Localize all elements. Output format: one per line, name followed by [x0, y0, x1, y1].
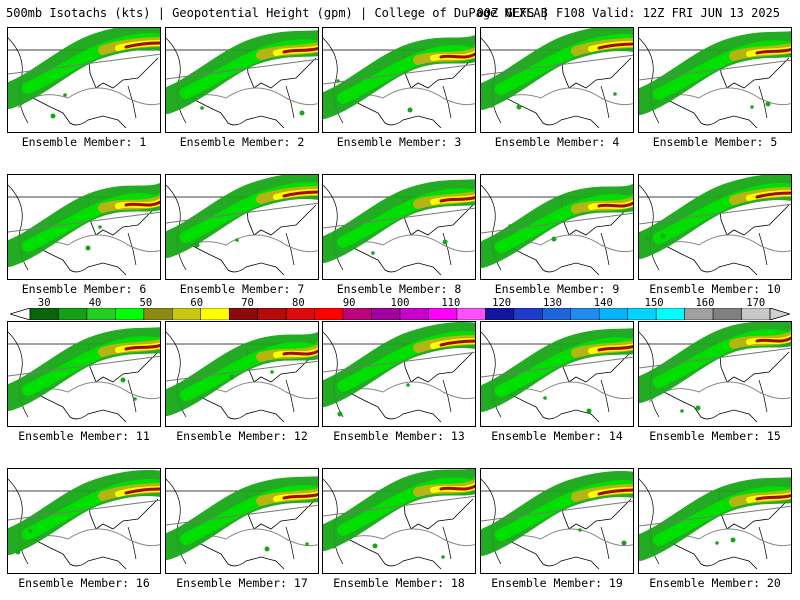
colorbar-tick-label: 130 [542, 297, 562, 309]
colorbar-max-arrow [769, 308, 790, 320]
ensemble-member-label: Ensemble Member: 13 [333, 429, 465, 443]
colorbar-swatch [314, 308, 344, 320]
ensemble-member-label: Ensemble Member: 8 [336, 282, 462, 296]
colorbar-swatch [172, 308, 202, 320]
colorbar-swatch [399, 308, 429, 320]
ensemble-map-panel [322, 27, 476, 133]
colorbar-tick-label: 150 [644, 297, 664, 309]
ensemble-map-panel [7, 321, 161, 427]
colorbar-tick-label: 160 [695, 297, 715, 309]
colorbar-tick-label: 30 [37, 297, 51, 309]
colorbar-swatch [513, 308, 543, 320]
colorbar-tick-label: 90 [342, 297, 356, 309]
ensemble-map-panel [480, 174, 634, 280]
ensemble-map-panel [322, 321, 476, 427]
ensemble-map-panel [165, 321, 319, 427]
ensemble-map-panel [165, 174, 319, 280]
colorbar-swatch [58, 308, 88, 320]
ensemble-map-panel [480, 321, 634, 427]
ensemble-map-panel [165, 468, 319, 574]
colorbar-swatch [741, 308, 771, 320]
colorbar-tick-label: 70 [241, 297, 254, 309]
colorbar-swatch [655, 308, 685, 320]
colorbar-tick-label: 40 [88, 297, 102, 309]
colorbar-swatch [285, 308, 315, 320]
ensemble-member-label: Ensemble Member: 5 [652, 135, 778, 149]
colorbar-tick-label: 80 [292, 297, 305, 309]
ensemble-map-panel [480, 468, 634, 574]
ensemble-member-label: Ensemble Member: 4 [494, 135, 620, 149]
colorbar-tick-label: 100 [390, 297, 410, 309]
ensemble-member-label: Ensemble Member: 14 [491, 429, 623, 443]
ensemble-member-label: Ensemble Member: 3 [336, 135, 462, 149]
colorbar-swatch [143, 308, 173, 320]
ensemble-member-label: Ensemble Member: 7 [179, 282, 305, 296]
colorbar-tick-label: 140 [593, 297, 613, 309]
colorbar-swatch [371, 308, 401, 320]
ensemble-map-panel [638, 27, 792, 133]
ensemble-map-panel [322, 468, 476, 574]
colorbar-swatch [542, 308, 572, 320]
wind-speed-colorbar [10, 308, 790, 320]
colorbar-tick-label: 120 [492, 297, 512, 309]
ensemble-member-label: Ensemble Member: 1 [21, 135, 147, 149]
ensemble-map-panel [7, 468, 161, 574]
colorbar-tick-label: 50 [139, 297, 153, 309]
colorbar-swatch [115, 308, 145, 320]
colorbar-min-arrow [10, 308, 31, 320]
ensemble-member-label: Ensemble Member: 11 [18, 429, 150, 443]
colorbar-swatch [712, 308, 742, 320]
ensemble-member-label: Ensemble Member: 17 [176, 576, 308, 590]
colorbar-swatch [257, 308, 287, 320]
colorbar-tick-label: 170 [746, 297, 766, 309]
header-title: 500mb Isotachs (kts) | Geopotential Heig… [6, 6, 548, 20]
colorbar-swatch [342, 308, 372, 320]
ensemble-map-panel [480, 27, 634, 133]
ensemble-member-label: Ensemble Member: 10 [649, 282, 781, 296]
ensemble-map-panel [638, 468, 792, 574]
colorbar-swatch [86, 308, 116, 320]
ensemble-map-panel [165, 27, 319, 133]
colorbar-swatch [684, 308, 714, 320]
colorbar-swatch [598, 308, 628, 320]
colorbar-swatch [428, 308, 458, 320]
ensemble-member-label: Ensemble Member: 9 [494, 282, 620, 296]
ensemble-map-panel [638, 321, 792, 427]
colorbar-swatch [627, 308, 657, 320]
ensemble-member-label: Ensemble Member: 19 [491, 576, 623, 590]
ensemble-member-label: Ensemble Member: 12 [176, 429, 308, 443]
ensemble-member-label: Ensemble Member: 2 [179, 135, 305, 149]
ensemble-map-panel [7, 27, 161, 133]
ensemble-member-label: Ensemble Member: 15 [649, 429, 781, 443]
ensemble-map-panel [322, 174, 476, 280]
ensemble-member-label: Ensemble Member: 18 [333, 576, 465, 590]
ensemble-member-label: Ensemble Member: 6 [21, 282, 147, 296]
colorbar-swatch [29, 308, 59, 320]
ensemble-map-panel [638, 174, 792, 280]
colorbar-tick-label: 110 [441, 297, 461, 309]
colorbar-swatch [485, 308, 515, 320]
colorbar-swatch [200, 308, 230, 320]
ensemble-member-label: Ensemble Member: 16 [18, 576, 150, 590]
ensemble-member-label: Ensemble Member: 20 [649, 576, 781, 590]
colorbar-tick-label: 60 [190, 297, 204, 309]
colorbar-swatch [456, 308, 486, 320]
header-run-info: 00Z GEFS | F108 Valid: 12Z FRI JUN 13 20… [476, 6, 780, 20]
colorbar-swatch [228, 308, 258, 320]
ensemble-map-panel [7, 174, 161, 280]
colorbar-swatch [570, 308, 600, 320]
